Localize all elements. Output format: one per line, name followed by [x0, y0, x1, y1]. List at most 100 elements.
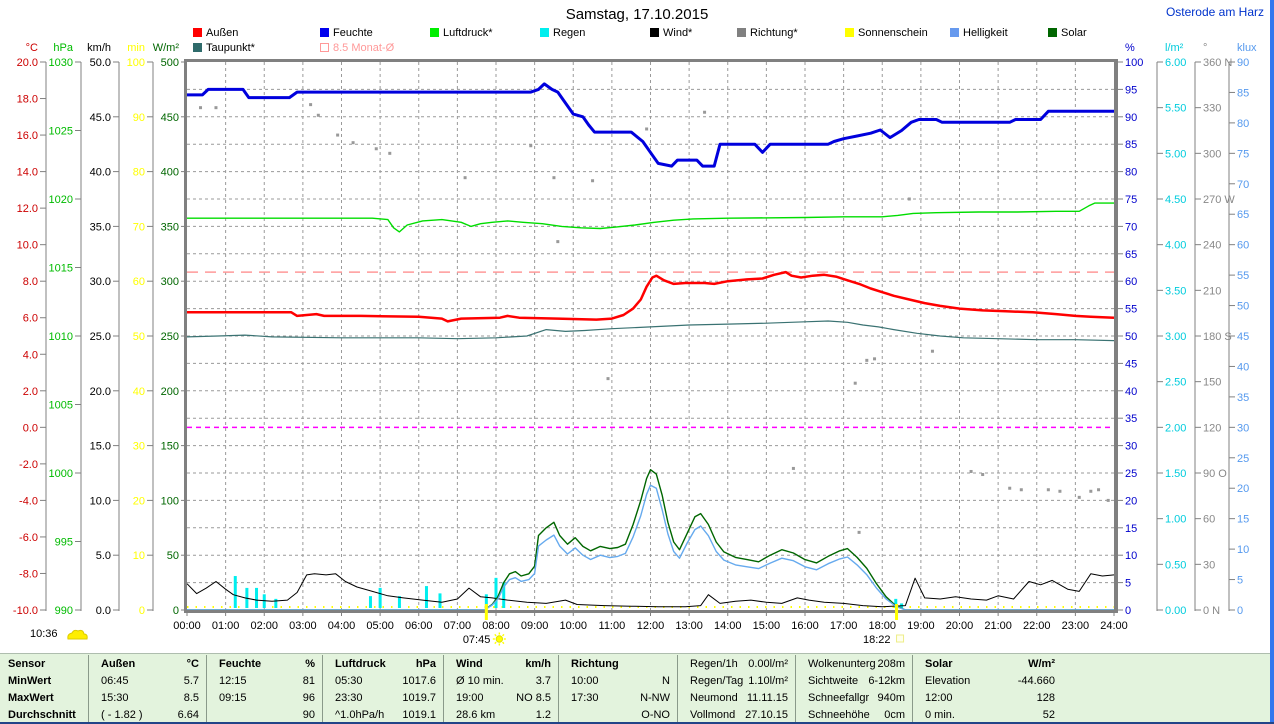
tick-label: 90 O: [1203, 468, 1227, 480]
tick-label: -2.0: [19, 459, 38, 471]
tick-label: 30: [1237, 422, 1249, 434]
tick-label: 45: [1125, 358, 1137, 370]
direction-dot: [529, 144, 533, 148]
stats-column-richtung: Richtung 10:00 N 17:30 N-NW O-NO: [558, 655, 678, 722]
axis-unit-label: hPa: [53, 42, 73, 54]
direction-dots: [199, 103, 1110, 534]
x-tick-label: 23:00: [1062, 620, 1090, 632]
window-border-bottom: [0, 722, 1274, 724]
direction-dot: [199, 106, 203, 110]
stats-value: 11.11.15: [746, 692, 788, 704]
tick-label: 0: [139, 605, 145, 617]
legend-label: Wind*: [663, 27, 693, 39]
axis-direction: 360 N 330 300 270 W 240 210 180 S 150 120 90 O 60 3…: [1194, 42, 1235, 617]
stats-cell: 05:30 1017.6: [323, 673, 444, 689]
tick-label: 120: [1203, 422, 1221, 434]
tick-label: 4.0: [23, 349, 38, 361]
tick-label: 210: [1203, 285, 1221, 297]
legend-item-helligkeit: Helligkeit: [950, 27, 1008, 41]
stats-column-luftdruck: Luftdruck hPa 05:30 1017.6 23:30 1019.7 ^1.0hP…: [322, 655, 444, 722]
legend-label: Taupunkt*: [206, 42, 255, 54]
axis-unit-label: km/h: [87, 42, 111, 54]
tick-label: 5: [1237, 575, 1243, 587]
stats-column-feuchte: Feuchte% 12:15 81 09:15 96 90: [206, 655, 323, 722]
stats-cell: MinWert: [2, 673, 88, 689]
x-tick-label: 01:00: [212, 620, 240, 632]
stats-value: 6-12km: [868, 675, 905, 687]
stats-label: 17:30: [571, 692, 599, 704]
tick-label: 35.0: [90, 221, 111, 233]
stats-label: Richtung: [571, 658, 619, 670]
tick-label: 4.50: [1165, 194, 1186, 206]
stats-cell: 90: [207, 707, 323, 723]
stats-cell: Außen °C: [89, 656, 207, 672]
rain-bar: [484, 594, 488, 608]
stats-label: ^1.0hPa/h: [335, 709, 385, 721]
stats-cell: Neumond 11.11.15: [678, 690, 796, 706]
stats-cell: Schneehöhe 0cm: [796, 707, 913, 723]
legend-swatch-icon: [1048, 28, 1057, 37]
x-tick-label: 24:00: [1100, 620, 1128, 632]
stats-value: 1.10l/m²: [748, 675, 788, 687]
sensor-stats-table: Sensor MinWert MaxWert Durchschnitt Außen °C 0…: [0, 653, 1274, 723]
stats-value: 1.2: [535, 709, 551, 721]
tick-label: 25: [1125, 468, 1137, 480]
stats-cell: Schneefallgr 940m: [796, 690, 913, 706]
tick-label: 50: [1237, 301, 1249, 313]
rain-bars: [233, 576, 904, 608]
axis-unit-label: °C: [26, 42, 38, 54]
tick-label: 0 N: [1203, 605, 1220, 617]
tick-label: 1025: [49, 126, 73, 138]
rain-bar: [274, 598, 278, 608]
stats-value: 1019.7: [402, 692, 436, 704]
tick-label: 40: [1125, 386, 1137, 398]
direction-dot: [309, 103, 313, 107]
stats-label: Neumond: [690, 692, 738, 704]
stats-label: Wind: [456, 658, 483, 670]
tick-label: 0.00: [1165, 605, 1186, 617]
stats-cell: 12:00 128: [913, 690, 1063, 706]
x-tick-label: 11:00: [599, 620, 626, 632]
stats-value: N-NW: [640, 692, 670, 704]
stats-label: Elevation: [925, 675, 971, 687]
x-tick-label: 02:00: [250, 620, 278, 632]
rain-bar: [368, 596, 372, 608]
axis-wind: 50.0 45.0 40.0 35.0 30.0 25.0 20.0 15.0 10.0 5.0 0…: [87, 42, 120, 617]
legend-swatch-icon: [737, 28, 746, 37]
stats-label: Sensor: [8, 658, 46, 670]
rain-bar: [397, 596, 401, 608]
legend-swatch-icon: [320, 28, 329, 37]
stats-label: 09:15: [219, 692, 247, 704]
stats-value: 128: [1036, 692, 1055, 704]
stats-column-sensor: Sensor MinWert MaxWert Durchschnitt: [2, 655, 88, 722]
page-title: Samstag, 17.10.2015: [565, 6, 709, 23]
stats-cell: Vollmond 27.10.15: [678, 707, 796, 723]
axis-unit-label: l/m²: [1165, 42, 1184, 54]
tick-label: -8.0: [19, 568, 38, 580]
stats-label: 19:00: [456, 692, 484, 704]
tick-label: -4.0: [19, 495, 38, 507]
x-tick-label: 05:00: [366, 620, 394, 632]
stats-value: 90: [302, 709, 315, 721]
direction-dot: [214, 106, 218, 110]
legend-item-feuchte: Feuchte: [320, 27, 373, 41]
tick-label: 10.0: [17, 240, 38, 252]
stats-label: Ø 10 min.: [456, 675, 504, 687]
day-length: 10:36: [30, 628, 58, 640]
tick-label: 10: [1237, 544, 1249, 556]
legend-label: 8.5 Monat-Ø: [333, 42, 395, 54]
tick-label: 60: [1125, 276, 1137, 288]
tick-label: 90: [133, 112, 145, 124]
tick-label: 0.50: [1165, 559, 1186, 571]
stats-value: 0.00l/m²: [748, 658, 788, 670]
direction-dot: [606, 377, 610, 381]
sunrise-sun-icon: [492, 632, 506, 646]
legend-item-sonnenschein: Sonnenschein: [845, 27, 928, 41]
tick-label: 95: [1125, 84, 1137, 96]
station-name: Osterode am Harz: [1165, 5, 1264, 19]
tick-label: 150: [1203, 377, 1221, 389]
direction-dot: [1097, 488, 1101, 492]
direction-dot: [873, 357, 877, 361]
tick-label: 14.0: [17, 167, 38, 179]
legend-item-solar: Solar: [1048, 27, 1087, 41]
